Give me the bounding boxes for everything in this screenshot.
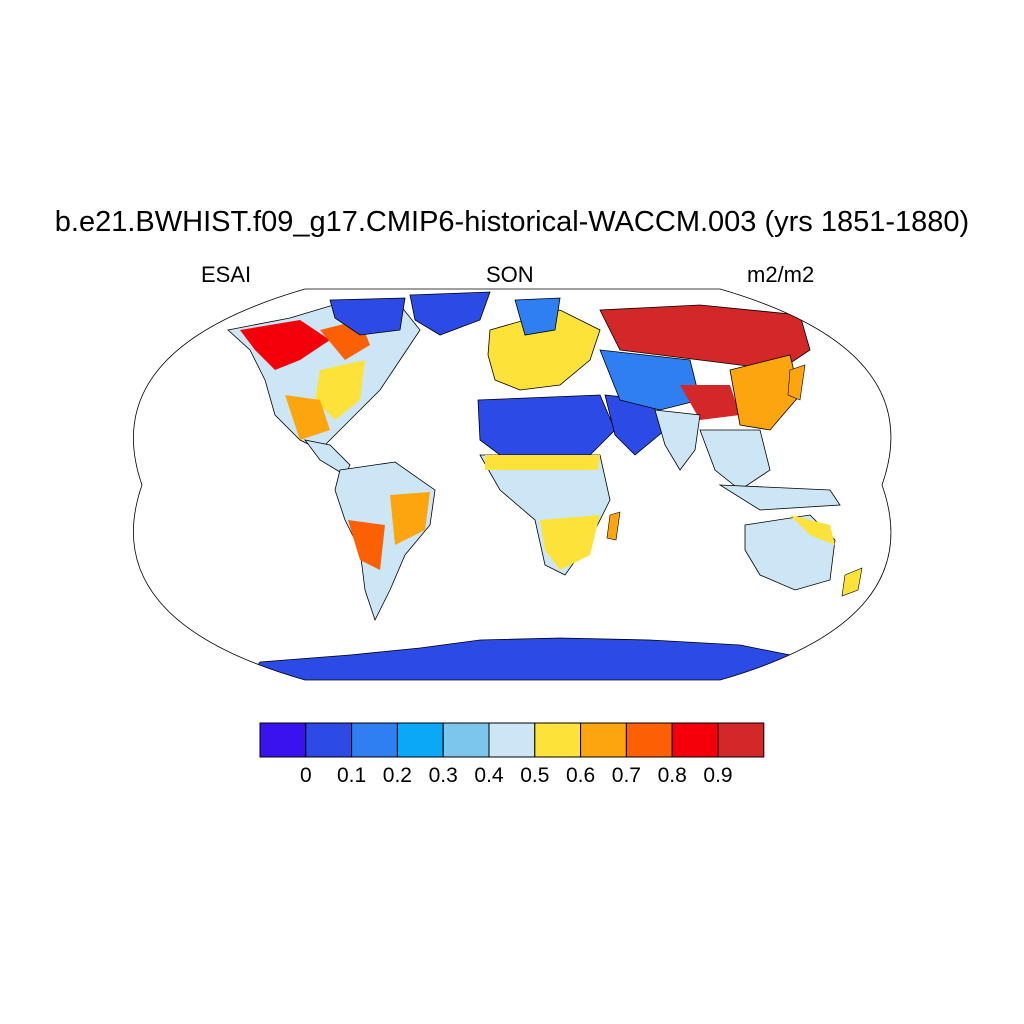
region-europe bbox=[487, 309, 601, 391]
colorbar-swatch bbox=[396, 722, 444, 758]
colorbar-swatch bbox=[625, 722, 673, 758]
colorbar-tick-label: 0.1 bbox=[336, 764, 367, 787]
season-label: SON bbox=[486, 262, 534, 287]
map-border bbox=[133, 288, 892, 681]
colorbar-tick-label: 0.2 bbox=[382, 764, 412, 787]
region-madagascar bbox=[606, 511, 621, 541]
region-sahel bbox=[485, 455, 600, 470]
colorbar-swatch bbox=[488, 722, 536, 758]
region-brazil-east bbox=[390, 492, 430, 545]
colorbar bbox=[259, 722, 765, 758]
colorbar-tick-label: 0.8 bbox=[657, 764, 687, 787]
colorbar-tick-label: 0.5 bbox=[520, 764, 550, 787]
region-east-asia bbox=[729, 354, 801, 431]
region-africa-central bbox=[479, 454, 611, 576]
region-tibet bbox=[680, 385, 740, 420]
region-canadian-arctic bbox=[329, 297, 406, 336]
colorbar-swatch bbox=[305, 722, 353, 758]
region-southeast-asia bbox=[699, 429, 771, 491]
region-sahara bbox=[477, 394, 616, 456]
region-us-south bbox=[285, 395, 330, 440]
region-africa-south bbox=[540, 515, 600, 570]
colorbar-tick-label: 0 bbox=[299, 764, 312, 787]
colorbar-swatch bbox=[442, 722, 490, 758]
region-india bbox=[654, 409, 701, 471]
region-scandinavia bbox=[514, 297, 561, 336]
variable-label: ESAI bbox=[201, 262, 252, 287]
region-indonesia bbox=[718, 484, 841, 511]
region-australia-rim bbox=[790, 515, 835, 545]
region-alaska-canada-west bbox=[240, 320, 330, 370]
colorbar-swatch bbox=[717, 722, 765, 758]
colorbar-swatch bbox=[351, 722, 398, 758]
colorbar-swatch bbox=[534, 722, 582, 758]
region-south-america-central bbox=[348, 520, 385, 570]
colorbar-tick-label: 0.4 bbox=[474, 764, 504, 787]
region-new-zealand bbox=[841, 567, 863, 597]
colorbar-swatch bbox=[259, 722, 307, 758]
colorbar-tick-label: 0.9 bbox=[703, 764, 733, 787]
colorbar-swatch bbox=[580, 722, 627, 758]
colorbar-tick-label: 0.7 bbox=[611, 764, 641, 787]
region-antarctica bbox=[239, 637, 801, 680]
colorbar-tick-label: 0.6 bbox=[565, 764, 596, 787]
region-us-east bbox=[315, 360, 365, 420]
colorbar-tick-label: 0.3 bbox=[428, 764, 458, 787]
region-south-america bbox=[334, 461, 436, 622]
region-siberia bbox=[599, 304, 811, 371]
region-central-asia bbox=[599, 349, 701, 411]
colorbar-swatch bbox=[671, 722, 719, 758]
page-title: b.e21.BWHIST.f09_g17.CMIP6-historical-WA… bbox=[54, 206, 970, 238]
region-japan bbox=[787, 364, 806, 401]
units-label: m2/m2 bbox=[747, 262, 815, 287]
region-greenland bbox=[409, 291, 491, 336]
